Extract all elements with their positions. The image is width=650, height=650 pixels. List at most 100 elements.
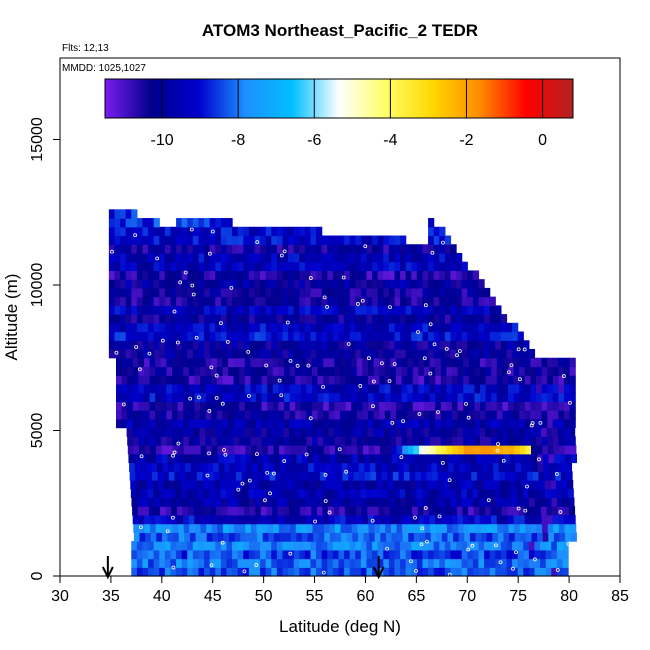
tedr-cell <box>177 383 184 394</box>
tedr-cell <box>192 252 200 263</box>
tedr-cell <box>254 252 261 263</box>
tedr-cell <box>373 401 380 411</box>
tedr-cell <box>136 279 144 289</box>
tedr-cell <box>312 418 319 429</box>
tedr-cell <box>450 270 457 280</box>
tedr-cell <box>435 366 442 376</box>
obs-point <box>277 378 282 383</box>
tedr-cell <box>150 532 157 542</box>
tedr-cell <box>294 506 301 516</box>
tedr-cell <box>317 357 324 368</box>
tedr-cell <box>379 383 386 394</box>
tedr-cell <box>439 244 446 254</box>
tedr-cell <box>377 331 384 341</box>
tedr-cell <box>495 558 502 568</box>
tedr-cell <box>418 436 425 446</box>
tedr-cell <box>172 357 179 368</box>
tedr-cell <box>282 261 289 272</box>
tedr-cell <box>513 418 520 429</box>
tedr-cell <box>192 287 200 298</box>
x-tick-label: 30 <box>51 588 69 605</box>
tedr-cell <box>565 532 572 542</box>
obs-point <box>325 305 329 309</box>
tedr-cell <box>444 279 452 289</box>
tedr-cell <box>440 506 447 516</box>
tedr-cell <box>491 436 498 446</box>
tedr-cell <box>523 567 530 577</box>
tedr-cell <box>204 235 211 245</box>
tedr-cell <box>327 322 334 333</box>
tedr-cell <box>473 427 480 437</box>
tedr-cell <box>265 252 272 263</box>
tedr-cell <box>519 410 526 420</box>
tedr-cell <box>450 322 457 333</box>
tedr-cell <box>297 471 304 481</box>
tedr-cell <box>116 366 123 376</box>
tedr-cell <box>108 331 116 341</box>
tedr-cell <box>244 383 251 394</box>
tedr-cell <box>379 445 387 455</box>
tedr-cell <box>429 514 436 525</box>
tedr-cell <box>372 427 380 437</box>
tedr-cell <box>225 479 232 490</box>
tedr-cell <box>255 514 263 525</box>
tedr-cell <box>407 401 414 411</box>
tedr-cell <box>463 401 470 411</box>
obs-point <box>323 499 328 503</box>
tedr-cell <box>458 532 465 542</box>
tedr-cell <box>478 549 485 560</box>
tedr-cell <box>374 532 381 542</box>
tedr-cell <box>316 549 323 560</box>
tedr-cell <box>477 479 484 490</box>
tedr-cell <box>176 331 183 341</box>
tedr-cell <box>547 383 554 394</box>
tedr-cell <box>554 462 561 472</box>
tedr-cell <box>160 436 167 446</box>
tedr-cell <box>374 523 381 533</box>
tedr-cell <box>406 506 413 516</box>
tedr-cell <box>153 226 160 237</box>
tedr-cell <box>148 218 155 228</box>
tedr-cell <box>549 462 556 472</box>
tedr-cell <box>464 532 471 542</box>
tedr-cell <box>340 357 347 368</box>
tedr-cell <box>114 322 121 333</box>
tedr-cell <box>138 514 145 525</box>
x-tick-label: 85 <box>611 588 629 605</box>
tedr-cell <box>127 445 135 455</box>
tedr-cell <box>325 462 332 472</box>
tedr-cell <box>529 506 536 516</box>
tedr-cell <box>192 305 200 315</box>
tedr-cell <box>153 349 160 359</box>
obs-point <box>466 547 471 552</box>
obs-point <box>288 359 293 363</box>
tedr-cell <box>222 401 229 411</box>
tedr-cell <box>519 392 526 402</box>
tedr-cell <box>317 418 324 429</box>
tedr-cell <box>508 375 515 385</box>
tedr-cell <box>506 558 513 568</box>
tedr-cell <box>366 558 373 568</box>
tedr-cell <box>405 322 412 333</box>
tedr-cell <box>422 331 429 341</box>
obs-point <box>533 557 537 562</box>
tedr-cell <box>349 549 356 560</box>
tedr-cell <box>433 270 440 280</box>
tedr-cell <box>349 305 356 315</box>
tedr-cell <box>416 349 424 359</box>
tedr-cell <box>271 226 278 237</box>
tedr-cell <box>204 427 212 437</box>
obs-point <box>420 526 425 531</box>
tedr-cell <box>114 305 121 315</box>
tedr-cell <box>108 340 116 350</box>
tedr-cell <box>355 567 362 577</box>
tedr-cell <box>453 532 460 542</box>
tedr-cell <box>268 532 275 542</box>
tedr-cell <box>243 235 250 245</box>
tedr-cell <box>201 453 208 464</box>
tedr-cell <box>181 549 188 560</box>
tedr-cell <box>454 471 461 481</box>
tedr-cell <box>295 514 302 525</box>
obs-point <box>321 570 326 575</box>
tedr-cell <box>356 436 363 446</box>
